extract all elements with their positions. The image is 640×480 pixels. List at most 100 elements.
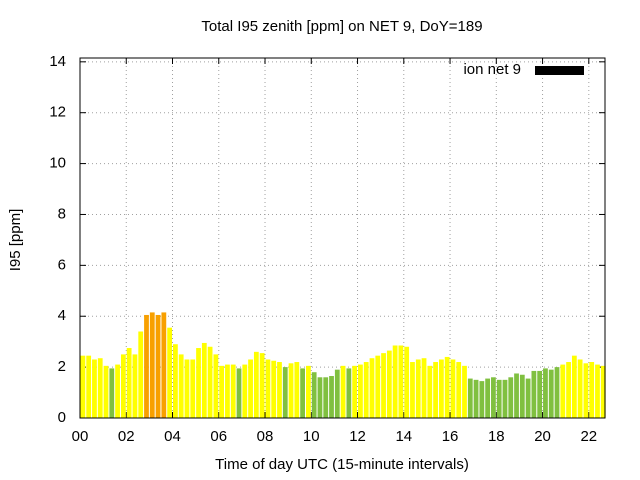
x-tick-label: 20 xyxy=(534,428,551,445)
bar xyxy=(103,365,109,418)
bar xyxy=(502,379,508,418)
bar xyxy=(438,359,444,418)
bar xyxy=(571,355,577,418)
bar xyxy=(398,345,404,418)
bar xyxy=(259,353,265,418)
plot-border xyxy=(79,57,606,419)
bar xyxy=(369,358,375,418)
bar xyxy=(184,359,190,418)
bar xyxy=(196,348,201,418)
x-tick-label: 00 xyxy=(72,428,89,445)
bar xyxy=(479,381,485,418)
y-tick-label: 6 xyxy=(58,256,66,273)
bar xyxy=(190,359,196,418)
bar xyxy=(433,362,438,418)
bar xyxy=(554,367,560,418)
bar xyxy=(589,362,595,418)
bar xyxy=(300,368,305,418)
bar xyxy=(109,368,115,418)
bar xyxy=(467,378,473,418)
x-tick-label: 08 xyxy=(257,428,274,445)
bar xyxy=(120,354,126,418)
bar xyxy=(236,368,242,418)
bar xyxy=(537,370,543,418)
bar xyxy=(514,373,519,418)
bar xyxy=(352,365,358,418)
bar xyxy=(548,369,554,418)
bar xyxy=(519,374,525,418)
bar xyxy=(566,362,571,418)
bar xyxy=(531,370,537,418)
bar xyxy=(560,364,566,418)
bar xyxy=(363,362,369,418)
bar xyxy=(421,358,427,418)
bar xyxy=(294,362,300,418)
bar xyxy=(149,312,155,418)
y-tick-label: 2 xyxy=(58,358,66,375)
bar xyxy=(404,346,410,418)
bar xyxy=(583,363,589,418)
bar xyxy=(525,378,531,418)
bar xyxy=(473,379,479,418)
legend-swatch xyxy=(535,66,584,75)
bar xyxy=(173,344,178,418)
bar xyxy=(115,364,120,418)
bar xyxy=(138,331,144,418)
bar xyxy=(178,354,184,418)
bar xyxy=(92,359,97,418)
bar xyxy=(386,350,392,418)
bar xyxy=(225,364,230,418)
bar xyxy=(491,377,496,418)
bar xyxy=(329,376,334,418)
bar xyxy=(161,312,167,418)
y-tick-label: 4 xyxy=(58,307,66,324)
bar xyxy=(80,355,86,418)
bar xyxy=(577,359,583,418)
bar xyxy=(86,355,92,418)
bar xyxy=(311,372,317,418)
bar xyxy=(496,379,502,418)
bar xyxy=(132,354,138,418)
x-tick-label: 12 xyxy=(349,428,366,445)
bar xyxy=(334,369,340,418)
bar xyxy=(381,353,386,418)
bar xyxy=(126,348,132,418)
y-tick-label: 0 xyxy=(58,409,66,426)
bar xyxy=(323,377,329,418)
bar xyxy=(230,364,236,418)
bar xyxy=(375,355,381,418)
y-tick-label: 12 xyxy=(49,104,66,121)
bar xyxy=(265,359,271,418)
bar xyxy=(595,364,600,418)
bar xyxy=(317,377,323,418)
chart-title: Total I95 zenith [ppm] on NET 9, DoY=189 xyxy=(201,18,482,35)
bar xyxy=(415,359,421,418)
x-tick-label: 10 xyxy=(303,428,320,445)
bar xyxy=(288,363,294,418)
bar xyxy=(462,365,467,418)
bar xyxy=(456,362,462,418)
bar xyxy=(600,365,606,418)
bar xyxy=(277,362,282,418)
bar xyxy=(207,346,213,418)
bar xyxy=(219,365,225,418)
x-axis-label: Time of day UTC (15-minute intervals) xyxy=(215,456,469,473)
bar xyxy=(155,314,161,418)
x-tick-label: 22 xyxy=(580,428,597,445)
bar xyxy=(305,365,311,418)
x-tick-label: 18 xyxy=(488,428,505,445)
x-tick-label: 02 xyxy=(118,428,135,445)
bar xyxy=(485,378,491,418)
bar xyxy=(358,364,363,418)
bar xyxy=(201,342,207,418)
bar xyxy=(410,362,415,418)
bar xyxy=(508,377,514,418)
y-axis-label: I95 [ppm] xyxy=(7,209,24,272)
bar xyxy=(450,359,456,418)
x-tick-label: 04 xyxy=(164,428,181,445)
x-tick-label: 06 xyxy=(210,428,227,445)
bar xyxy=(340,365,346,418)
bar xyxy=(242,364,248,418)
x-tick-label: 16 xyxy=(442,428,459,445)
